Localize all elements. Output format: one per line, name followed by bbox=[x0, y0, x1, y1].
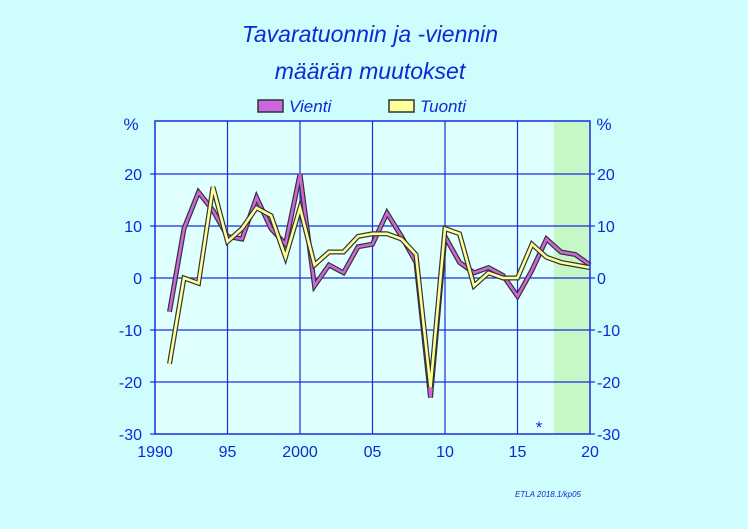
y-tick-label-right: -10 bbox=[597, 323, 620, 340]
legend-swatch-tuonti bbox=[388, 99, 415, 113]
y-tick-label-left: 0 bbox=[133, 271, 142, 288]
x-tick-label: 20 bbox=[581, 444, 599, 461]
series-line-vienti bbox=[168, 173, 591, 398]
y-unit-right: % bbox=[596, 115, 611, 134]
x-tick-label: 95 bbox=[219, 444, 237, 461]
y-tick-label-right: 20 bbox=[597, 167, 615, 184]
x-tick-label: 2000 bbox=[282, 444, 318, 461]
x-tick-label: 15 bbox=[509, 444, 527, 461]
y-tick-label-left: 10 bbox=[124, 219, 142, 236]
y-axis-right: 20 10 0 -10 -20 -30 bbox=[590, 167, 620, 444]
legend-label-vienti: Vienti bbox=[289, 97, 332, 116]
y-tick-label-right: -20 bbox=[597, 375, 620, 392]
forecast-marker: * bbox=[536, 418, 543, 437]
y-tick-label-right: -30 bbox=[597, 427, 620, 444]
legend: Vienti Tuonti bbox=[257, 97, 467, 116]
y-tick-label-right: 10 bbox=[597, 219, 615, 236]
y-tick-label-left: -20 bbox=[119, 375, 142, 392]
x-axis: 1990 95 2000 05 10 15 20 bbox=[137, 444, 599, 461]
series-lines bbox=[167, 173, 592, 398]
grid bbox=[155, 121, 590, 434]
y-tick-label-left: 20 bbox=[124, 167, 142, 184]
series-line-tuonti bbox=[168, 186, 591, 388]
legend-label-tuonti: Tuonti bbox=[420, 97, 467, 116]
y-tick-label-right: 0 bbox=[597, 271, 606, 288]
y-tick-label-left: -30 bbox=[119, 427, 142, 444]
x-tick-label: 10 bbox=[436, 444, 454, 461]
x-tick-label: 05 bbox=[364, 444, 382, 461]
y-axis-left: 20 10 0 -10 -20 -30 bbox=[119, 167, 155, 444]
chart-title-line1: Tavaratuonnin ja -viennin bbox=[242, 21, 498, 47]
legend-swatch-vienti bbox=[257, 99, 284, 113]
y-tick-label-left: -10 bbox=[119, 323, 142, 340]
credit-label: ETLA 2018.1/kp05 bbox=[515, 490, 582, 499]
x-tick-label: 1990 bbox=[137, 444, 173, 461]
y-unit-left: % bbox=[123, 115, 138, 134]
chart-title-line2: määrän muutokset bbox=[275, 58, 467, 84]
